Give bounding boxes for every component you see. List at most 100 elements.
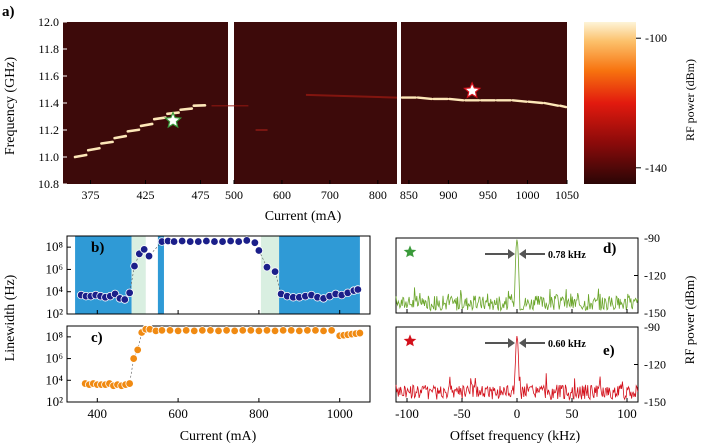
panel-a-ylabel: Frequency (GHz) xyxy=(3,56,18,155)
data-point xyxy=(125,379,134,388)
data-point xyxy=(198,326,207,335)
panel-label-d: d) xyxy=(603,241,616,257)
data-point xyxy=(120,295,129,304)
panel-bc-ylabel: Linewidth (Hz) xyxy=(3,274,18,361)
y-tick-label: 10⁶ xyxy=(45,261,63,276)
data-point xyxy=(190,326,199,336)
data-point xyxy=(295,326,304,336)
y-tick-label: -120 xyxy=(644,358,666,372)
star-marker xyxy=(403,245,417,258)
colorbar-tick-label: -100 xyxy=(645,31,667,45)
data-point xyxy=(222,326,231,335)
data-point xyxy=(254,326,264,336)
data-point xyxy=(254,246,264,255)
panel-b: 10² 10⁴ 10⁶ 10⁸ xyxy=(45,235,371,321)
x-tick-label: 800 xyxy=(249,406,269,421)
mode-trace-1 xyxy=(139,122,154,128)
panel-a: 375 425 475 500 600 700 800 850 900 950 1000 1050 10… xyxy=(38,15,667,202)
y-tick-label: 11.4 xyxy=(38,96,59,110)
mode-trace-2 xyxy=(543,101,560,107)
x-tick-label: 400 xyxy=(88,406,108,421)
y-tick-label: 11.8 xyxy=(38,42,59,56)
y-tick-label: 10⁶ xyxy=(45,351,63,366)
y-tick-label: 10² xyxy=(46,306,63,321)
linewidth-arrowhead-right xyxy=(519,249,526,259)
y-tick-label: 10⁴ xyxy=(45,284,63,299)
mode-trace-2 xyxy=(558,104,568,109)
weak-mode-line xyxy=(305,93,398,99)
data-point xyxy=(355,328,365,338)
panel-c-xlabel: Current (mA) xyxy=(180,429,257,444)
data-point xyxy=(303,326,312,335)
data-point xyxy=(202,236,211,246)
data-point xyxy=(206,326,215,335)
mode-trace-2 xyxy=(416,96,433,101)
data-point xyxy=(157,326,167,335)
data-point xyxy=(125,288,134,298)
region-green xyxy=(260,236,280,314)
mode-trace-1 xyxy=(73,153,88,159)
panel-label-a: a) xyxy=(2,4,15,20)
colorbar xyxy=(584,22,636,184)
panel-label-e: e) xyxy=(603,343,615,359)
data-point xyxy=(327,326,336,335)
heatmap-segment xyxy=(63,22,228,184)
y-tick-label: 11.6 xyxy=(38,69,59,83)
data-point xyxy=(270,326,280,336)
mode-trace-1 xyxy=(152,116,167,121)
mode-trace-1 xyxy=(86,146,101,152)
heatmap-segment xyxy=(234,22,397,184)
mode-trace-1 xyxy=(179,107,194,112)
y-tick-label: -90 xyxy=(644,231,660,245)
data-point xyxy=(144,251,154,261)
y-tick-label: 10² xyxy=(46,394,63,409)
data-connector xyxy=(85,329,360,387)
data-point xyxy=(186,237,195,246)
panel-e-xlabel: Offset frequency (kHz) xyxy=(450,429,581,444)
data-point xyxy=(139,245,149,254)
data-point xyxy=(133,345,142,355)
star-marker-red xyxy=(463,81,482,99)
data-point xyxy=(210,237,219,246)
data-point xyxy=(262,326,272,335)
plot-frame xyxy=(66,325,371,403)
x-tick-label: -100 xyxy=(395,406,419,421)
x-tick-label: 0 xyxy=(514,406,521,421)
mode-trace-1 xyxy=(113,134,128,140)
y-tick-label: -120 xyxy=(644,269,666,283)
panel-de-ylabel: RF power (dBm) xyxy=(682,276,697,365)
data-point xyxy=(129,354,138,363)
data-point xyxy=(319,326,328,336)
data-point xyxy=(234,237,243,246)
spectrum-trace xyxy=(395,239,639,312)
star-marker-green xyxy=(163,111,183,129)
linewidth-arrowhead-left xyxy=(508,338,515,348)
data-point xyxy=(169,237,179,246)
plot-frame xyxy=(66,235,371,315)
data-point xyxy=(311,326,320,335)
x-tick-label: 100 xyxy=(617,406,637,421)
y-tick-label: 10⁸ xyxy=(45,239,63,254)
data-point xyxy=(181,326,191,335)
x-tick-label: 1050 xyxy=(555,188,579,202)
data-point xyxy=(130,261,139,271)
data-point xyxy=(242,236,251,245)
data-point xyxy=(250,238,260,247)
y-tick-label: -90 xyxy=(644,320,660,334)
data-point xyxy=(262,263,272,272)
region-blue xyxy=(279,236,360,314)
panel-e: -90 -120 -150 -100 -50 0 50 100 xyxy=(395,320,666,421)
star-marker xyxy=(403,334,417,347)
panel-label-b: b) xyxy=(91,240,104,256)
colorbar-tick-label: -140 xyxy=(645,161,667,175)
x-tick-label: 850 xyxy=(400,188,418,202)
data-point xyxy=(226,236,235,246)
y-tick-label: 11.2 xyxy=(38,123,59,137)
data-point xyxy=(194,237,203,246)
data-point xyxy=(165,326,175,335)
linewidth-arrowhead-left xyxy=(508,249,515,259)
mode-trace-2 xyxy=(448,97,465,102)
panel-c: 10² 10⁴ 10⁶ 10⁸ 400 600 800 1000 xyxy=(45,325,371,421)
data-point xyxy=(278,326,288,335)
panel-d: -90 -120 -150 xyxy=(395,231,666,320)
